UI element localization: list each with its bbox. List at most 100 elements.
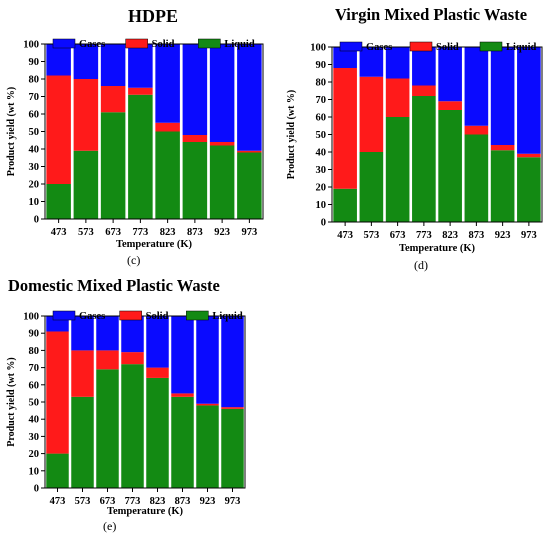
panel-label: (c) <box>127 253 141 267</box>
y-tick-label: 0 <box>34 484 39 495</box>
bar-solid-873 <box>464 125 489 135</box>
x-tick-label: 823 <box>160 227 176 238</box>
y-tick-label: 90 <box>316 60 327 71</box>
bar-liquid-573 <box>73 150 99 219</box>
bar-liquid-823 <box>438 110 462 222</box>
x-tick-label: 573 <box>75 496 91 507</box>
legend-swatch-gases <box>339 41 363 52</box>
x-tick-label: 823 <box>150 496 166 507</box>
x-tick-label: 873 <box>187 227 203 238</box>
y-tick-label: 90 <box>29 329 40 340</box>
x-tick-label: 673 <box>390 230 406 241</box>
x-tick-label: 773 <box>416 230 432 241</box>
y-tick-label: 10 <box>29 197 40 208</box>
bar-gases-873 <box>171 316 194 394</box>
y-tick-label: 30 <box>29 432 40 443</box>
bar-liquid-923 <box>490 150 515 222</box>
bar-liquid-573 <box>359 152 384 222</box>
y-tick-label: 100 <box>23 40 39 51</box>
chart-title: Domestic Mixed Plastic Waste <box>8 276 220 295</box>
y-tick-label: 20 <box>29 180 40 191</box>
bar-liquid-973 <box>237 152 262 219</box>
legend-swatch-liquid <box>186 310 209 321</box>
bar-gases-773 <box>412 47 436 86</box>
bar-solid-773 <box>412 85 436 96</box>
bar-liquid-823 <box>155 131 180 219</box>
panel-c: HDPE 0 10 20 30 40 50 60 70 80 90 100 473 573 673 773 8… <box>0 0 270 270</box>
bar-gases-673 <box>96 316 119 351</box>
x-axis-label: Temperature (K) <box>116 239 193 250</box>
x-tick-label: 573 <box>364 230 380 241</box>
legend-label-gases: Gases <box>79 311 105 322</box>
bar-gases-473 <box>333 47 357 68</box>
y-tick-label: 70 <box>316 95 327 106</box>
chart-title: Virgin Mixed Plastic Waste <box>335 5 528 24</box>
bar-gases-973 <box>237 44 262 151</box>
y-tick-label: 80 <box>316 78 327 89</box>
panel-e: Domestic Mixed Plastic Waste 0 10 20 30 40 50… <box>0 272 270 539</box>
x-tick-label: 473 <box>337 230 353 241</box>
bar-solid-923 <box>490 145 515 151</box>
x-tick-label: 923 <box>495 230 511 241</box>
x-tick-label: 873 <box>175 496 191 507</box>
bar-liquid-773 <box>121 364 144 488</box>
legend-label-gases: Gases <box>79 39 105 50</box>
bar-gases-973 <box>517 47 541 154</box>
chart-svg: 0 10 20 30 40 50 60 70 80 90 100 473 573 673 773 823 873… <box>6 310 246 517</box>
bar-solid-673 <box>96 350 119 370</box>
chart-title: HDPE <box>128 6 179 26</box>
x-tick-label: 673 <box>100 496 116 507</box>
x-tick-label: 473 <box>50 496 66 507</box>
y-tick-label: 50 <box>316 130 327 141</box>
bar-gases-823 <box>146 316 169 368</box>
legend-swatch-liquid <box>198 38 221 49</box>
legend: Gases Solid Liquid <box>52 38 255 50</box>
bar-liquid-873 <box>171 396 194 488</box>
panel-label: (e) <box>103 519 117 533</box>
y-tick-label: 10 <box>29 466 40 477</box>
bar-gases-923 <box>209 44 235 142</box>
bar-gases-673 <box>100 44 126 86</box>
legend-swatch-solid <box>119 310 142 321</box>
y-tick-label: 30 <box>29 162 40 173</box>
bar-gases-973 <box>221 316 244 408</box>
legend: Gases Solid Liquid <box>339 41 537 53</box>
bar-liquid-473 <box>333 188 357 222</box>
legend-swatch-liquid <box>479 41 503 52</box>
legend: Gases Solid Liquid <box>52 310 243 322</box>
bar-gases-573 <box>359 47 384 77</box>
legend-label-solid: Solid <box>436 42 459 53</box>
bar-liquid-923 <box>196 405 219 488</box>
y-axis-label: Product yield (wt %) <box>6 357 17 447</box>
bar-gases-923 <box>490 47 515 145</box>
bar-gases-473 <box>46 44 71 76</box>
x-tick-label: 673 <box>105 227 121 238</box>
y-axis-label: Product yield (wt %) <box>6 87 17 177</box>
x-tick-label: 873 <box>469 230 485 241</box>
x-tick-label: 823 <box>442 230 458 241</box>
bar-solid-823 <box>155 122 180 132</box>
legend-swatch-gases <box>52 38 76 49</box>
legend-label-solid: Solid <box>146 311 169 322</box>
y-tick-label: 60 <box>316 113 327 124</box>
y-tick-label: 70 <box>29 92 40 103</box>
bar-liquid-673 <box>385 117 410 222</box>
y-tick-label: 70 <box>29 363 40 374</box>
y-tick-label: 100 <box>23 312 39 323</box>
bar-solid-773 <box>128 87 153 95</box>
x-tick-label: 973 <box>225 496 241 507</box>
bar-solid-973 <box>517 153 541 158</box>
bar-liquid-973 <box>517 157 541 222</box>
bar-liquid-473 <box>46 184 71 219</box>
bar-gases-873 <box>464 47 489 126</box>
bar-liquid-473 <box>46 453 69 488</box>
x-tick-label: 573 <box>78 227 94 238</box>
bar-gases-773 <box>128 44 153 88</box>
legend-swatch-solid <box>125 38 148 49</box>
legend-label-solid: Solid <box>152 39 175 50</box>
bar-liquid-673 <box>96 369 119 488</box>
y-tick-label: 40 <box>29 415 40 426</box>
x-tick-label: 973 <box>242 227 258 238</box>
y-tick-label: 30 <box>316 165 327 176</box>
bar-solid-973 <box>237 150 262 153</box>
